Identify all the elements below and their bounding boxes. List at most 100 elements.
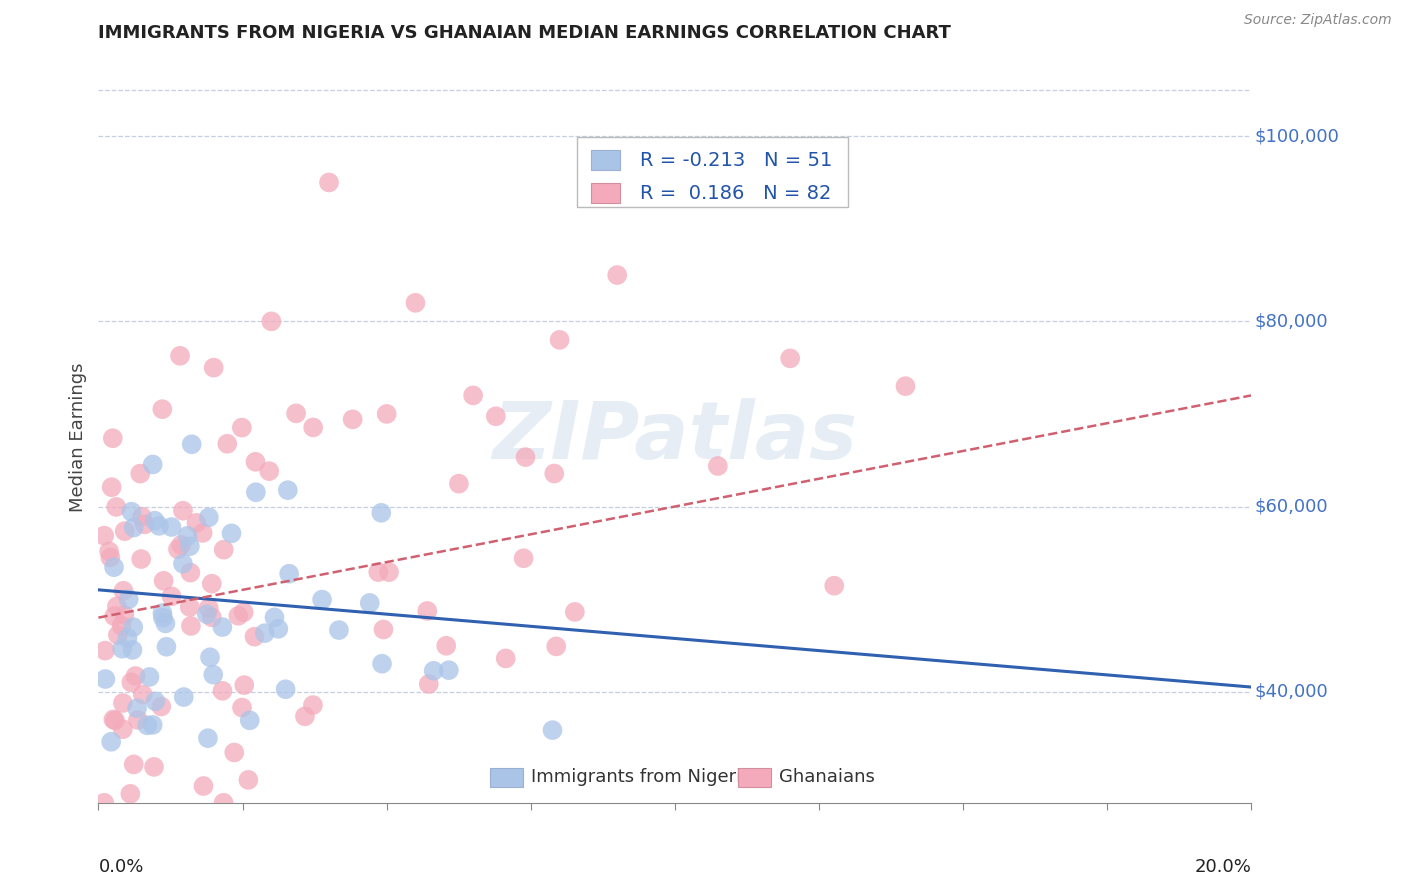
Point — [155, 616, 177, 631]
Point — [211, 683, 233, 698]
Point — [103, 560, 125, 574]
Point — [120, 675, 142, 690]
Point — [197, 731, 219, 746]
Point — [107, 628, 129, 642]
Point — [328, 623, 350, 637]
Point — [201, 610, 224, 624]
Point — [375, 407, 398, 421]
Point — [277, 483, 299, 498]
Point — [160, 520, 183, 534]
Point — [112, 583, 135, 598]
Point — [606, 268, 628, 282]
Point — [143, 760, 166, 774]
Point — [152, 611, 174, 625]
Point — [447, 476, 470, 491]
Point — [278, 566, 301, 581]
Point — [217, 436, 239, 450]
Point — [112, 608, 135, 623]
Point — [169, 349, 191, 363]
Point — [232, 605, 254, 619]
Point — [231, 700, 253, 714]
Point — [127, 701, 149, 715]
Point — [160, 590, 183, 604]
Point — [416, 604, 439, 618]
Point — [198, 650, 221, 665]
Point — [129, 552, 152, 566]
FancyBboxPatch shape — [491, 768, 523, 787]
Point — [202, 667, 225, 681]
Point — [253, 626, 276, 640]
FancyBboxPatch shape — [576, 137, 848, 207]
Point — [373, 623, 395, 637]
Point — [221, 526, 243, 541]
Point — [142, 458, 165, 472]
Text: 0.0%: 0.0% — [98, 858, 143, 876]
Point — [131, 509, 153, 524]
Point — [201, 576, 224, 591]
Point — [111, 696, 134, 710]
Point — [129, 467, 152, 481]
Point — [118, 592, 141, 607]
Point — [405, 295, 427, 310]
Point — [93, 528, 115, 542]
Text: R =  0.186   N = 82: R = 0.186 N = 82 — [640, 184, 832, 203]
Point — [152, 574, 174, 588]
Point — [179, 566, 201, 580]
FancyBboxPatch shape — [738, 768, 770, 787]
Point — [564, 605, 586, 619]
Point — [105, 500, 128, 514]
FancyBboxPatch shape — [591, 183, 620, 203]
Point — [100, 735, 122, 749]
Point — [485, 409, 508, 424]
Text: $40,000: $40,000 — [1254, 682, 1329, 701]
Point — [111, 641, 134, 656]
Point — [94, 672, 117, 686]
Point — [707, 458, 730, 473]
Point — [263, 610, 285, 624]
Point — [495, 651, 517, 665]
Point — [515, 450, 537, 464]
Point — [231, 420, 253, 434]
Point — [111, 723, 134, 737]
Text: Immigrants from Nigeria: Immigrants from Nigeria — [530, 768, 752, 786]
Point — [176, 529, 198, 543]
Point — [127, 713, 149, 727]
Point — [294, 709, 316, 723]
Point — [173, 690, 195, 704]
Point — [548, 333, 571, 347]
Point — [172, 557, 194, 571]
Point — [152, 606, 174, 620]
Point — [378, 565, 401, 579]
Y-axis label: Median Earnings: Median Earnings — [69, 362, 87, 512]
Point — [122, 757, 145, 772]
Point — [180, 437, 202, 451]
Point — [260, 314, 283, 328]
Point — [197, 601, 219, 615]
Point — [418, 677, 440, 691]
Point — [101, 431, 124, 445]
Point — [103, 609, 125, 624]
Point — [202, 360, 225, 375]
Point — [512, 551, 534, 566]
Point — [120, 787, 142, 801]
Point — [461, 388, 484, 402]
Point — [367, 565, 389, 579]
Point — [233, 678, 256, 692]
Point — [193, 779, 215, 793]
Text: ZIPatlas: ZIPatlas — [492, 398, 858, 476]
Point — [195, 607, 218, 622]
Text: 20.0%: 20.0% — [1195, 858, 1251, 876]
Point — [114, 524, 136, 538]
Point — [543, 467, 565, 481]
Text: Ghanaians: Ghanaians — [779, 768, 875, 786]
Point — [245, 455, 267, 469]
Point — [212, 796, 235, 810]
Point — [359, 596, 381, 610]
Point — [191, 525, 214, 540]
Point — [257, 464, 280, 478]
Point — [110, 618, 132, 632]
Point — [179, 599, 201, 614]
Point — [422, 664, 444, 678]
Point — [138, 670, 160, 684]
Point — [228, 608, 250, 623]
